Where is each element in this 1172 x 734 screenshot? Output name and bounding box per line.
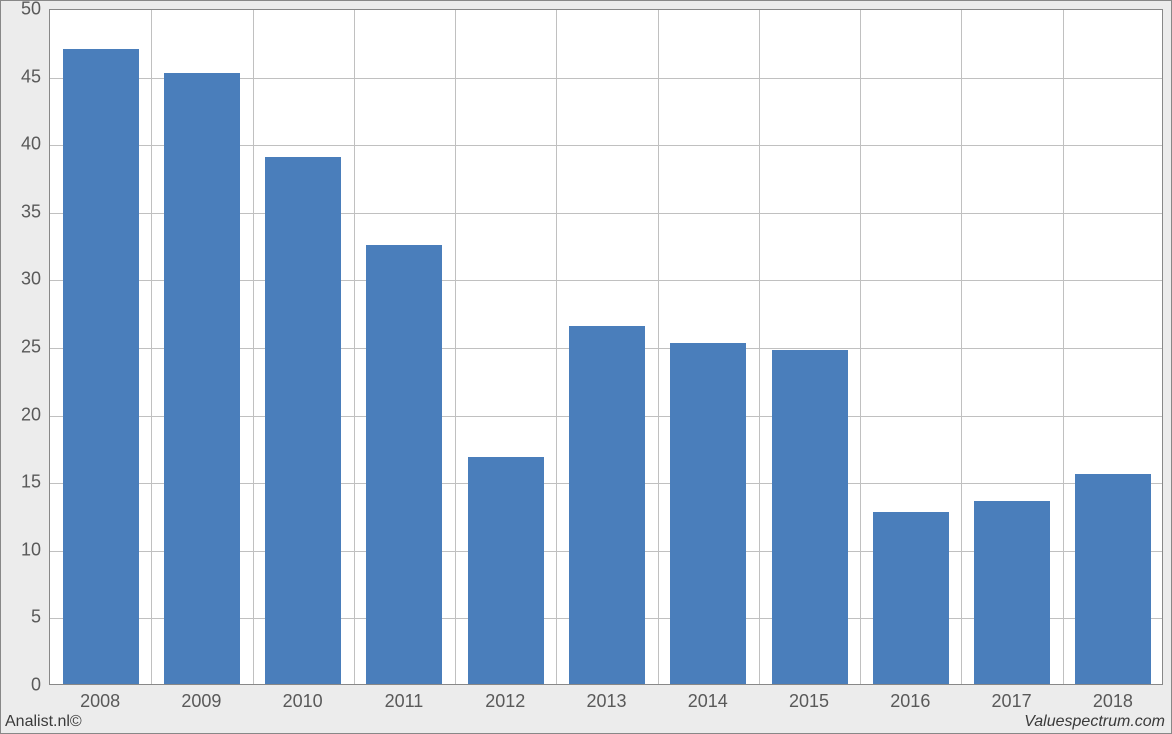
y-tick-label: 15 [5,472,41,493]
chart-outer: 05101520253035404550 2008200920102011201… [0,0,1172,734]
gridline-v [354,10,355,684]
x-tick-label: 2013 [556,691,657,712]
footer-left-label: Analist.nl© [5,713,82,731]
gridline-v [253,10,254,684]
x-tick-label: 2018 [1062,691,1163,712]
bar [670,343,746,684]
bar [569,326,645,684]
y-tick-label: 10 [5,539,41,560]
bar [265,157,341,684]
x-tick-label: 2011 [353,691,454,712]
y-tick-label: 0 [5,675,41,696]
bar [164,73,240,684]
bar [873,512,949,684]
bar [366,245,442,684]
x-tick-label: 2016 [860,691,961,712]
y-tick-label: 5 [5,607,41,628]
gridline-v [556,10,557,684]
bar [772,350,848,684]
y-tick-label: 40 [5,134,41,155]
x-tick-label: 2012 [455,691,556,712]
bar [1075,474,1151,684]
x-tick-label: 2010 [252,691,353,712]
x-tick-label: 2015 [759,691,860,712]
gridline-v [759,10,760,684]
bar [468,457,544,684]
y-tick-label: 45 [5,66,41,87]
x-tick-label: 2009 [151,691,252,712]
bar [974,501,1050,684]
bar [63,49,139,684]
x-tick-label: 2008 [50,691,151,712]
y-tick-label: 25 [5,337,41,358]
gridline-v [151,10,152,684]
y-tick-label: 20 [5,404,41,425]
gridline-v [658,10,659,684]
y-tick-label: 50 [5,0,41,20]
gridline-v [961,10,962,684]
y-tick-label: 30 [5,269,41,290]
x-tick-label: 2017 [961,691,1062,712]
gridline-v [455,10,456,684]
plot-area [49,9,1163,685]
gridline-v [860,10,861,684]
gridline-v [1063,10,1064,684]
x-tick-label: 2014 [657,691,758,712]
footer-right-label: Valuespectrum.com [1024,713,1165,731]
y-tick-label: 35 [5,201,41,222]
